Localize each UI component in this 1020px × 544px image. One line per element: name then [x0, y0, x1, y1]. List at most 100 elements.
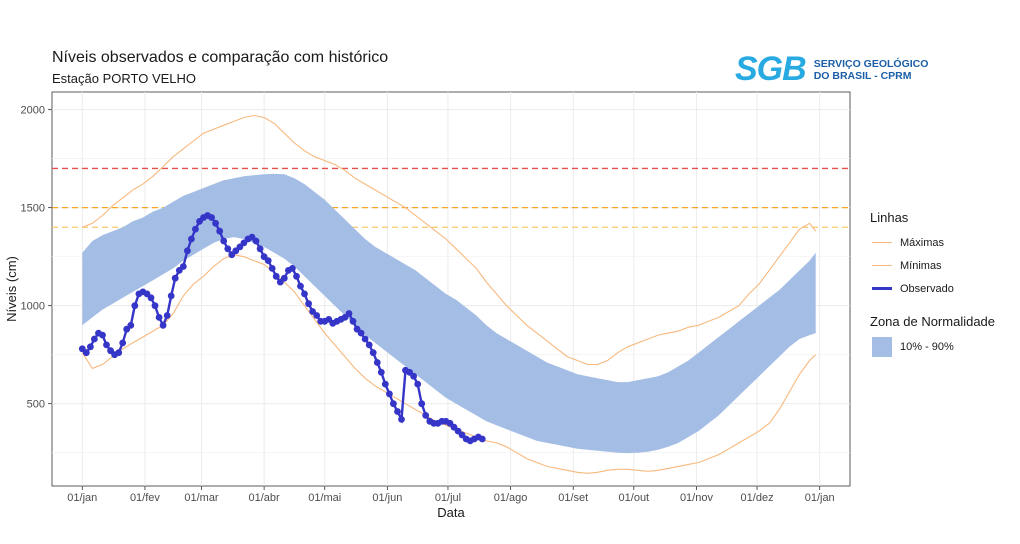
legend-key-observado — [872, 286, 892, 290]
observed-point — [216, 227, 224, 235]
chart-subtitle: Estação PORTO VELHO — [52, 71, 197, 86]
legend-key-minimas — [872, 264, 892, 266]
normality-band — [82, 173, 816, 454]
legend-key-maximas — [872, 241, 892, 243]
observed-point — [256, 245, 264, 253]
observed-point — [91, 335, 98, 343]
x-tick-label: 01/jan — [67, 492, 97, 504]
observed-point — [264, 257, 272, 264]
legend-title-lines: Linhas — [870, 210, 909, 225]
sgb-logo: SGB SERVIÇO GEOLÓGICO DO BRASIL - CPRM — [735, 50, 928, 89]
y-axis-ticks: 500 1000 1500 2000 — [21, 105, 52, 411]
observed-point — [99, 331, 106, 339]
observed-point — [414, 380, 422, 388]
observed-point — [305, 300, 312, 308]
observed-point — [394, 408, 401, 415]
x-tick-label: 01/set — [558, 492, 588, 504]
observed-point — [313, 312, 321, 319]
y-tick-label: 500 — [27, 399, 45, 411]
observed-point — [301, 290, 308, 298]
y-tick-label: 1000 — [21, 301, 45, 313]
observed-point — [422, 412, 430, 419]
observed-point — [179, 263, 187, 270]
observed-point — [398, 416, 405, 423]
legend-item-maximas: Máximas — [870, 231, 995, 254]
observed-point — [345, 310, 353, 317]
observed-point — [147, 294, 155, 302]
observed-point — [377, 368, 385, 376]
observed-point — [208, 214, 216, 221]
observed-point — [155, 314, 163, 321]
observed-point — [381, 380, 389, 388]
observed-point — [167, 292, 175, 300]
x-axis-ticks: 01/jan 01/fev 01/mar 01/abr 01/mai 01/jun 01/j… — [67, 486, 835, 504]
observed-point — [297, 282, 304, 290]
legend-label-maximas: Máximas — [900, 236, 945, 249]
observed-point — [224, 245, 232, 253]
observed-point — [365, 341, 373, 349]
observed-point — [115, 349, 123, 357]
observed-point — [192, 225, 199, 233]
legend-item-minimas: Mínimas — [870, 254, 995, 277]
observed-point — [386, 390, 393, 398]
logo-mark: SGB — [735, 50, 807, 88]
legend-label-observado: Observado — [900, 282, 954, 295]
observed-point — [280, 274, 288, 282]
logo-line-2: DO BRASIL - CPRM — [813, 69, 912, 82]
legend-key-band — [872, 336, 892, 357]
x-tick-label: 01/nov — [680, 492, 714, 504]
observed-point — [103, 341, 110, 349]
observed-points — [78, 212, 486, 445]
x-tick-label: 01/jun — [372, 492, 402, 504]
observed-point — [163, 312, 171, 319]
observed-point — [293, 272, 300, 280]
observed-point — [373, 359, 381, 366]
observed-point — [184, 247, 191, 255]
x-tick-label: 01/dez — [741, 492, 774, 504]
observed-point — [410, 372, 417, 380]
series-line-maximas — [82, 114, 817, 366]
observed-point — [220, 237, 228, 245]
observed-point — [390, 400, 397, 408]
observed-point — [252, 237, 260, 245]
x-tick-label: 01/fev — [130, 492, 160, 504]
observed-point — [159, 321, 167, 329]
logo-line-1: SERVIÇO GEOLÓGICO — [813, 57, 929, 70]
observed-point — [171, 274, 179, 282]
legend-label-band: 10% - 90% — [900, 340, 954, 353]
x-tick-label: 01/ago — [494, 492, 528, 504]
observed-point — [87, 343, 94, 351]
x-tick-label: 01/abr — [249, 492, 281, 504]
observed-point — [188, 235, 195, 243]
observed-point — [349, 317, 357, 325]
observed-point — [151, 302, 159, 310]
x-tick-label: 01/jul — [435, 492, 461, 504]
legend-item-band: 10% - 90% — [870, 335, 995, 358]
observed-point — [289, 265, 296, 272]
x-tick-label: 01/out — [619, 492, 650, 504]
observed-point — [361, 335, 369, 343]
observed-point — [268, 265, 276, 272]
x-tick-label: 01/mar — [184, 492, 219, 504]
x-tick-label: 01/jan — [805, 492, 835, 504]
observed-point — [127, 321, 135, 329]
legend: Linhas Máximas Mínimas Observado Zona de… — [870, 210, 995, 358]
legend-item-observado: Observado — [870, 277, 995, 300]
y-tick-label: 1500 — [21, 203, 45, 215]
legend-label-minimas: Mínimas — [900, 259, 942, 272]
logo-text: SERVIÇO GEOLÓGICO DO BRASIL - CPRM — [814, 58, 929, 82]
legend-title-band: Zona de Normalidade — [870, 314, 996, 329]
x-axis-label: Data — [437, 505, 465, 520]
observed-point — [357, 329, 365, 337]
observed-point — [418, 400, 426, 408]
x-tick-label: 01/mai — [308, 492, 341, 504]
chart-title: Níveis observados e comparação com histó… — [52, 49, 389, 66]
observed-point — [272, 272, 280, 280]
observed-point — [131, 302, 139, 310]
observed-point — [82, 349, 90, 357]
observed-point — [478, 435, 486, 443]
observed-point — [119, 339, 127, 347]
observed-point — [369, 349, 377, 357]
y-axis-label: Níveis (cm) — [4, 256, 19, 322]
